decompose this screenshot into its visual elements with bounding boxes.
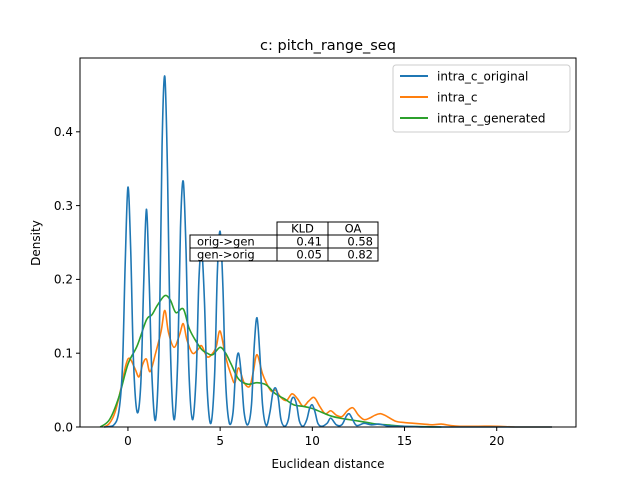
table-col-header-oa: OA — [345, 222, 362, 236]
legend-label-intra-c: intra_c — [437, 91, 478, 105]
table-row-label: gen->orig — [197, 248, 255, 262]
table-cell — [327, 247, 379, 262]
chart-title: c: pitch_range_seq — [260, 38, 396, 54]
legend: intra_c_original intra_c intra_c_generat… — [392, 64, 571, 133]
table-col-header-kld: KLD — [291, 222, 314, 236]
table-row-label: orig->gen — [197, 235, 255, 249]
y-axis-ticks: 0.0 0.1 0.2 0.3 0.4 — [54, 125, 80, 434]
x-tick-label: 15 — [397, 434, 412, 448]
legend-label-intra-c-generated: intra_c_generated — [437, 112, 546, 126]
x-tick-label: 5 — [216, 434, 224, 448]
x-axis-label: Euclidean distance — [271, 457, 384, 471]
y-tick-label: 0.2 — [54, 273, 73, 287]
x-tick-label: 20 — [489, 434, 504, 448]
legend-label-intra-c-original: intra_c_original — [437, 70, 528, 84]
table-cell-value: 0.58 — [347, 235, 373, 249]
x-tick-label: 0 — [124, 434, 132, 448]
axes-frame — [79, 57, 577, 428]
y-tick-label: 0.0 — [54, 420, 73, 434]
stats-table: KLD OA orig->gen 0.41 0.58 gen->orig 0.0… — [189, 221, 379, 262]
y-tick-label: 0.1 — [54, 347, 73, 361]
table-cell-value: 0.41 — [296, 235, 322, 249]
series-line-intra-c-original — [103, 75, 553, 428]
table-cell-value: 0.05 — [296, 248, 322, 262]
plot-area — [79, 57, 577, 428]
series-layer — [99, 75, 553, 428]
table-cell-value: 0.82 — [347, 248, 373, 262]
x-axis-ticks: 0 5 10 15 20 — [124, 427, 504, 448]
x-tick-label: 10 — [305, 434, 320, 448]
legend-box — [392, 64, 571, 133]
y-axis-label: Density — [29, 220, 43, 266]
y-tick-label: 0.3 — [54, 199, 73, 213]
y-tick-label: 0.4 — [54, 125, 73, 139]
